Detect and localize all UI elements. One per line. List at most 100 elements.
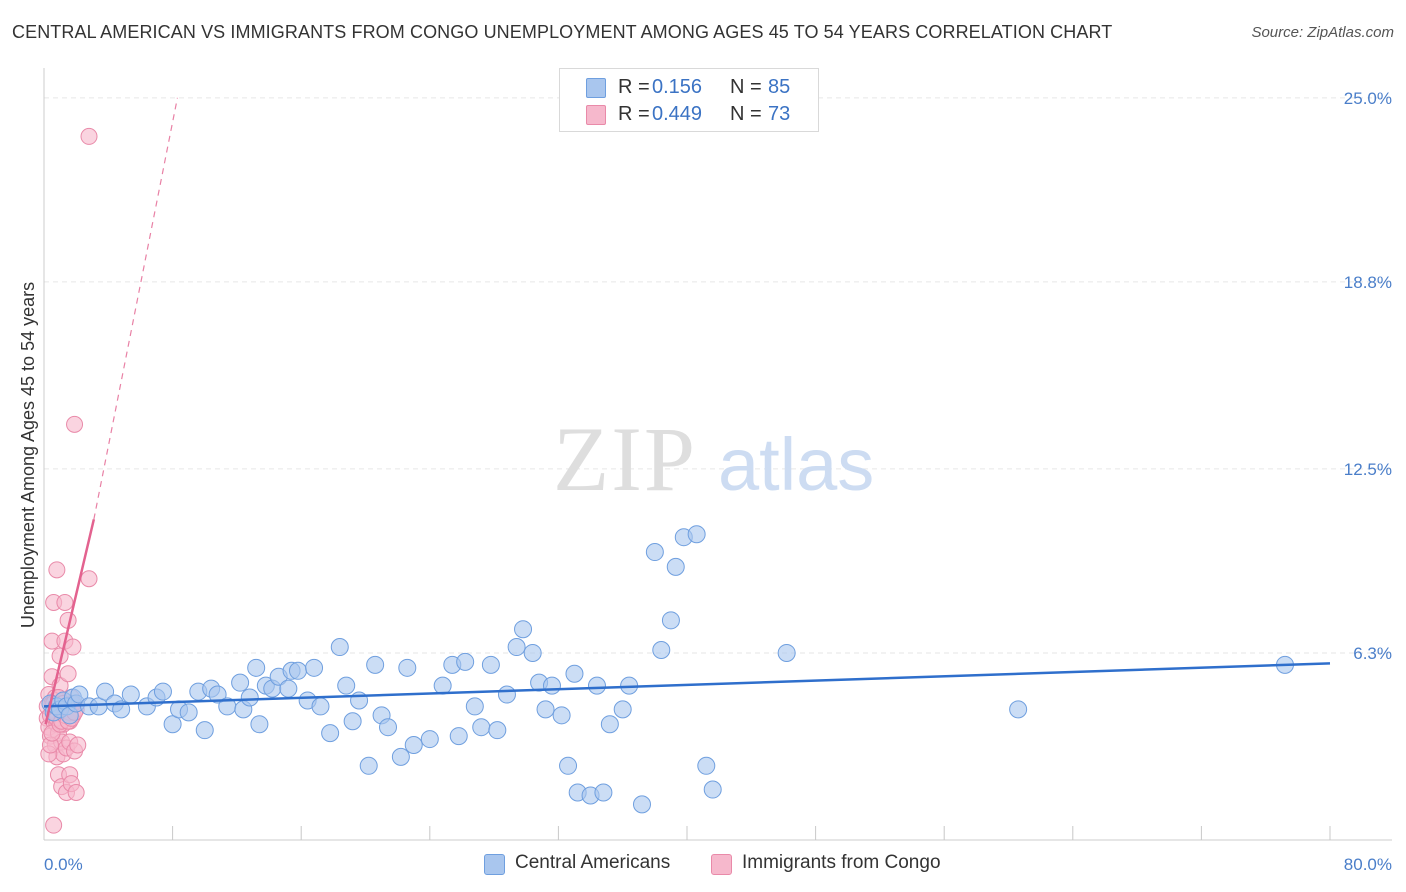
point-central-americans: [661, 611, 680, 630]
n-label: N =: [730, 103, 762, 125]
n-value: 85: [768, 76, 791, 98]
point-central-americans: [697, 756, 716, 775]
point-central-americans: [565, 664, 584, 683]
point-central-americans: [687, 525, 706, 544]
point-central-americans: [70, 685, 89, 704]
source-label: Source: ZipAtlas.com: [1251, 24, 1394, 41]
watermark: ZIP atlas: [553, 408, 874, 510]
gridlines: [44, 97, 1392, 654]
point-central-americans: [600, 715, 619, 734]
point-central-americans: [96, 682, 115, 701]
x-tick-label: 0.0%: [44, 855, 83, 874]
point-central-americans: [330, 638, 349, 657]
y-axis-label: Unemployment Among Ages 45 to 54 years: [18, 282, 38, 628]
point-central-americans: [311, 697, 330, 716]
point-central-americans: [449, 727, 468, 746]
point-central-americans: [703, 780, 722, 799]
point-immigrants-from-congo: [64, 638, 82, 656]
point-central-americans: [433, 676, 452, 695]
point-central-americans: [559, 756, 578, 775]
point-central-americans: [208, 685, 227, 704]
point-central-americans: [321, 724, 340, 743]
point-central-americans: [514, 620, 533, 639]
point-central-americans: [465, 697, 484, 716]
legend-label: Immigrants from Congo: [742, 852, 941, 873]
trend-extension-immigrants-from-congo: [93, 97, 179, 520]
point-central-americans: [337, 676, 356, 695]
point-central-americans: [666, 557, 685, 576]
point-central-americans: [645, 543, 664, 562]
point-central-americans: [632, 795, 651, 814]
point-immigrants-from-congo: [80, 127, 98, 145]
point-central-americans: [594, 783, 613, 802]
point-central-americans: [404, 736, 423, 754]
series-legend: Central Americans Immigrants from Congo: [0, 852, 1406, 878]
point-central-americans: [536, 700, 555, 719]
point-central-americans: [472, 718, 491, 737]
point-central-americans: [481, 655, 500, 674]
point-central-americans: [153, 682, 172, 701]
point-immigrants-from-congo: [67, 784, 85, 801]
n-label: N =: [730, 76, 762, 98]
point-immigrants-from-congo: [48, 561, 66, 579]
point-central-americans: [288, 661, 307, 680]
point-central-americans: [121, 685, 140, 704]
legend-label: Central Americans: [515, 852, 671, 873]
point-central-americans: [240, 688, 259, 707]
r-label: R =: [618, 103, 650, 125]
point-central-americans: [398, 658, 417, 677]
point-central-americans: [420, 730, 439, 749]
watermark-atlas: atlas: [718, 423, 874, 506]
point-central-americans: [488, 721, 507, 740]
point-immigrants-from-congo: [69, 736, 87, 754]
point-central-americans: [587, 676, 606, 695]
r-label: R =: [618, 76, 650, 98]
r-value: 0.449: [652, 103, 703, 125]
watermark-zip: ZIP: [553, 408, 697, 510]
point-central-americans: [247, 658, 266, 677]
n-value: 73: [768, 103, 791, 125]
trend-line-central-americans: [43, 662, 1331, 708]
point-central-americans: [497, 685, 516, 704]
point-central-americans: [542, 676, 561, 695]
point-central-americans: [359, 756, 378, 775]
legend-swatch-pink: [586, 105, 606, 125]
r-value: 0.156: [652, 76, 703, 98]
point-central-americans: [163, 715, 182, 734]
point-immigrants-from-congo: [56, 594, 74, 611]
point-central-americans: [777, 643, 796, 662]
trend-line-immigrants-from-congo: [44, 519, 96, 725]
point-central-americans: [507, 638, 526, 657]
point-central-americans: [456, 652, 475, 671]
point-central-americans: [179, 703, 198, 722]
point-central-americans: [279, 679, 298, 698]
point-central-americans: [343, 712, 362, 731]
y-tick-label: 12.5%: [1344, 460, 1392, 479]
point-immigrants-from-congo: [45, 816, 63, 834]
chart-title: CENTRAL AMERICAN VS IMMIGRANTS FROM CONG…: [12, 22, 1113, 42]
point-immigrants-from-congo: [80, 570, 98, 588]
point-central-americans: [552, 706, 571, 725]
point-central-americans: [366, 655, 385, 674]
point-central-americans: [391, 747, 410, 766]
correlation-legend: R = 0.156 N = 85 R = 0.449 N = 73: [559, 68, 819, 132]
point-central-americans: [195, 721, 214, 740]
y-tick-label: 25.0%: [1344, 89, 1392, 108]
y-tick-label: 6.3%: [1353, 644, 1392, 663]
point-immigrants-from-congo: [66, 415, 84, 433]
trend-lines: [43, 97, 1331, 725]
point-central-americans: [613, 700, 632, 719]
point-central-americans: [1009, 700, 1028, 719]
point-immigrants-from-congo: [59, 665, 77, 683]
point-central-americans: [250, 715, 269, 734]
point-central-americans: [305, 658, 324, 677]
series-immigrants-from-congo: [38, 127, 98, 834]
y-tick-labels: 6.3% 12.5% 18.8% 25.0%: [1344, 89, 1392, 663]
legend-swatch-pink: [711, 854, 732, 875]
point-central-americans: [231, 673, 250, 692]
series-central-americans: [41, 525, 1294, 814]
y-tick-label: 18.8%: [1344, 273, 1392, 292]
point-central-americans: [379, 718, 398, 737]
legend-swatch-blue: [484, 854, 505, 875]
